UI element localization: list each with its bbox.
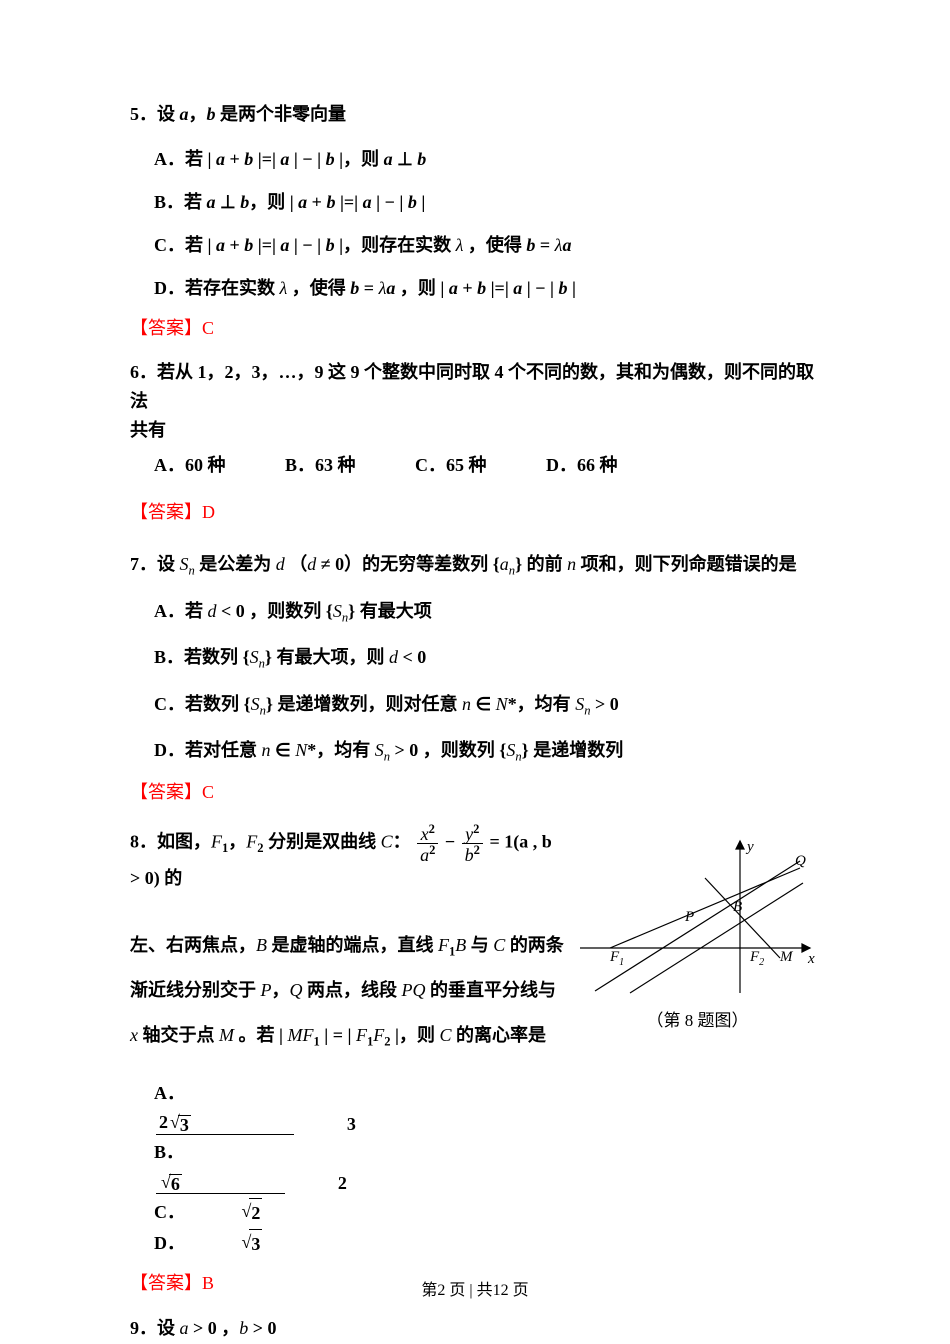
q7-option-c: C．若数列 {Sn} 是递增数列，则对任意 n ∈ N*，均有 Sn > 0 (154, 692, 820, 720)
svg-text:Q: Q (795, 853, 806, 869)
q7-option-a: A．若 d < 0 ，则数列 {Sn} 有最大项 (154, 599, 820, 627)
question-7: 7．设 Sn 是公差为 d （d ≠ 0）的无穷等差数列 {an} 的前 n 项… (130, 550, 820, 766)
q7-prompt: 7．设 Sn 是公差为 d （d ≠ 0）的无穷等差数列 {an} 的前 n 项… (130, 550, 820, 581)
q5-b: b (207, 104, 216, 124)
q6-line2: 共有 (130, 416, 820, 445)
q8-eq-rhs: = 1 (489, 831, 513, 851)
q5-pre: 5．设 (130, 104, 180, 124)
question-6: 6．若从 1，2，3，…，9 这 9 个整数中同时取 4 个不同的数，其和为偶数… (130, 358, 820, 479)
answer-value: C (202, 782, 214, 802)
svg-text:B: B (733, 899, 742, 915)
opt-label: A． (154, 1079, 185, 1108)
opt-label: C． (154, 1198, 185, 1227)
q8-prompt-2: 左、右两焦点，B 是虚轴的端点，直线 F1B 与 C 的两条渐近线分别交于 P，… (130, 923, 565, 1058)
q9-prompt: 9．设 a > 0 ，b > 0 (130, 1314, 820, 1343)
svg-text:x: x (807, 951, 815, 967)
q8-option-c: C． √2 (154, 1196, 362, 1227)
page: 5．设 a，b 是两个非零向量 A．若 | a + b |=| a | − | … (0, 0, 950, 1344)
answer-label: 【答案】 (130, 318, 202, 338)
answer-label: 【答案】 (130, 502, 202, 522)
q6-answer: 【答案】D (130, 498, 820, 527)
page-footer: 第2 页 | 共12 页 (0, 1278, 950, 1304)
question-9: 9．设 a > 0 ，b > 0 (130, 1314, 820, 1343)
q8-option-b: B． √62 (154, 1137, 515, 1196)
q5-answer: 【答案】C (130, 314, 820, 343)
svg-text:M: M (779, 949, 794, 965)
q7-option-b: B．若数列 {Sn} 有最大项，则 d < 0 (154, 645, 820, 673)
q6-option-b: B．63 种 (285, 451, 356, 480)
q5-option-b: B．若 a ⊥ b，则 | a + b |=| a | − | b | (154, 190, 820, 215)
q8-caption: （第 8 题图） (575, 1007, 820, 1034)
q5-a: a (180, 104, 189, 124)
answer-value: D (202, 502, 215, 522)
q5-post: 是两个非零向量 (216, 104, 347, 124)
q5-option-c: C．若 | a + b |=| a | − | b |，则存在实数 λ ，使得 … (154, 233, 820, 258)
svg-text:y: y (745, 839, 754, 855)
svg-text:P: P (684, 909, 694, 925)
q5-option-d: D．若存在实数 λ ，使得 b = λa ，则 | a + b |=| a | … (154, 276, 820, 301)
q6-option-d: D．66 种 (546, 451, 618, 480)
answer-value: C (202, 318, 214, 338)
q6-option-a: A．60 种 (154, 451, 226, 480)
q6-line1: 6．若从 1，2，3，…，9 这 9 个整数中同时取 4 个不同的数，其和为偶数… (130, 358, 820, 416)
q8-options: A． 2√33 B． √62 C． √2 D． √3 (154, 1078, 565, 1259)
svg-text:F1: F1 (609, 949, 624, 968)
opt-label: B． (154, 1138, 184, 1167)
q8-option-a: A． 2√33 (154, 1078, 515, 1137)
q8-option-d: D． √3 (154, 1228, 362, 1259)
q8-prompt-1: 8．如图，F1，F2 分别是双曲线 C： x2a2 − y2b2 = 1(a ,… (130, 823, 565, 893)
hyperbola-diagram-icon: y x Q B P F1 F2 M (575, 833, 820, 1003)
q6-option-c: C．65 种 (415, 451, 487, 480)
svg-text:F2: F2 (749, 949, 764, 968)
q6-options: A．60 种 B．63 种 C．65 种 D．66 种 (154, 451, 820, 480)
opt-label: D． (154, 1229, 185, 1258)
q5-sep: ， (189, 104, 207, 124)
question-5: 5．设 a，b 是两个非零向量 A．若 | a + b |=| a | − | … (130, 100, 820, 302)
q7-answer: 【答案】C (130, 778, 820, 807)
q8-figure: y x Q B P F1 F2 M （第 8 题图） (575, 833, 820, 1034)
q5-prompt: 5．设 a，b 是两个非零向量 (130, 100, 820, 129)
answer-label: 【答案】 (130, 782, 202, 802)
question-8: 8．如图，F1，F2 分别是双曲线 C： x2a2 − y2b2 = 1(a ,… (130, 823, 820, 1259)
q7-option-d: D．若对任意 n ∈ N*，均有 Sn > 0 ，则数列 {Sn} 是递增数列 (154, 738, 820, 766)
q5-option-a: A．若 | a + b |=| a | − | b |，则 a ⊥ b (154, 147, 820, 172)
q8-text: 8．如图，F1，F2 分别是双曲线 C： x2a2 − y2b2 = 1(a ,… (130, 823, 565, 1259)
